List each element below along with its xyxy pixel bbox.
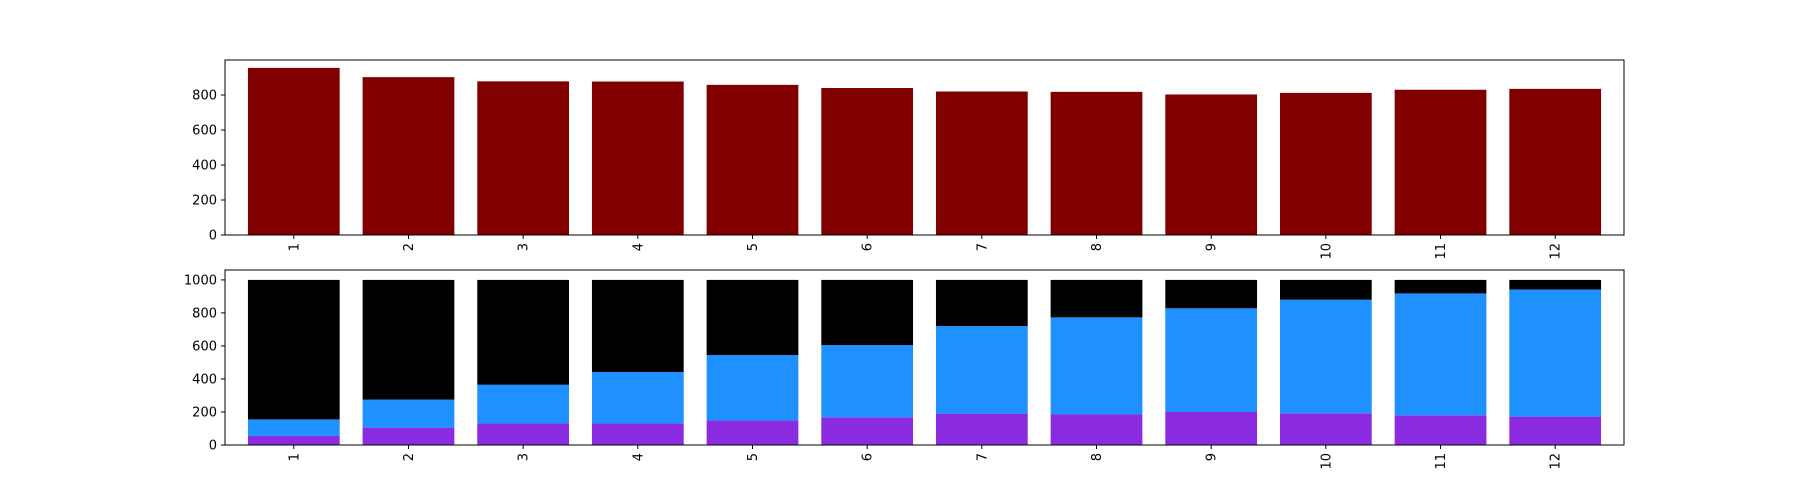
y-tick-label: 600 <box>192 339 217 354</box>
bar-segment-s2-8 <box>1050 279 1143 318</box>
x-tick-label: 6 <box>861 243 876 251</box>
bar-segment-s1-2 <box>362 399 455 428</box>
bar-segment-s0-1 <box>247 435 340 445</box>
x-tick-label: 3 <box>517 453 532 461</box>
x-tick-label: 2 <box>402 243 417 251</box>
x-tick-label: 10 <box>1319 453 1334 470</box>
x-tick-label: 4 <box>631 243 646 251</box>
x-tick-label: 8 <box>1090 243 1105 251</box>
bar-segment-s1-11 <box>1394 293 1487 416</box>
x-tick-label: 5 <box>746 453 761 461</box>
bar-7 <box>935 91 1028 235</box>
x-tick-label: 9 <box>1205 243 1220 251</box>
x-tick-label: 11 <box>1434 243 1449 260</box>
bar-segment-s0-11 <box>1394 415 1487 445</box>
bar-5 <box>706 84 799 235</box>
x-tick-label: 1 <box>287 243 302 251</box>
x-tick-label: 7 <box>975 243 990 251</box>
bar-segment-s0-9 <box>1165 411 1258 445</box>
bar-segment-s1-9 <box>1165 308 1258 412</box>
y-tick-label: 800 <box>192 306 217 321</box>
y-tick-label: 200 <box>192 405 217 420</box>
bar-9 <box>1165 94 1258 235</box>
x-tick-label: 1 <box>287 453 302 461</box>
bar-segment-s2-5 <box>706 279 799 356</box>
bar-segment-s1-12 <box>1509 289 1602 417</box>
bar-2 <box>362 77 455 236</box>
bar-segment-s0-2 <box>362 427 455 445</box>
bar-segment-s2-11 <box>1394 279 1487 294</box>
bar-segment-s2-1 <box>247 279 340 420</box>
x-tick-label: 12 <box>1549 243 1564 260</box>
bar-6 <box>821 88 914 235</box>
plot-frame <box>224 59 1625 236</box>
bar-segment-s0-8 <box>1050 414 1143 445</box>
bar-segment-s0-10 <box>1279 413 1372 445</box>
bar-segment-s1-5 <box>706 355 799 421</box>
bar-segment-s1-1 <box>247 419 340 436</box>
bar-segment-s2-12 <box>1509 279 1602 290</box>
x-tick-label: 10 <box>1319 243 1334 260</box>
y-tick-label: 600 <box>192 124 217 139</box>
bar-1 <box>247 67 340 235</box>
bar-8 <box>1050 91 1143 235</box>
x-tick-label: 3 <box>517 243 532 251</box>
x-tick-label: 2 <box>402 453 417 461</box>
bar-segment-s1-10 <box>1279 299 1372 414</box>
y-tick-label: 200 <box>192 194 217 209</box>
y-tick-label: 1000 <box>184 273 217 288</box>
bar-segment-s2-7 <box>935 279 1028 327</box>
y-tick-label: 400 <box>192 159 217 174</box>
x-tick-label: 8 <box>1090 453 1105 461</box>
bar-segment-s1-3 <box>477 384 570 424</box>
bar-segment-s0-6 <box>821 417 914 445</box>
y-tick-label: 0 <box>209 229 217 244</box>
bar-4 <box>591 81 684 236</box>
bar-segment-s0-5 <box>706 420 799 445</box>
plot-frame <box>224 269 1625 446</box>
bar-10 <box>1279 92 1372 236</box>
bar-segment-s0-12 <box>1509 416 1602 445</box>
x-tick-label: 12 <box>1549 453 1564 470</box>
x-tick-label: 9 <box>1205 453 1220 461</box>
bar-segment-s1-6 <box>821 345 914 418</box>
bar-3 <box>477 81 570 235</box>
x-tick-label: 11 <box>1434 453 1449 470</box>
bar-segment-s0-3 <box>477 423 570 445</box>
bar-segment-s2-10 <box>1279 279 1372 300</box>
bar-segment-s1-8 <box>1050 317 1143 415</box>
bar-segment-s2-4 <box>591 279 684 373</box>
bar-segment-s2-2 <box>362 279 455 400</box>
bar-segment-s0-4 <box>591 423 684 445</box>
bar-12 <box>1509 88 1602 235</box>
x-tick-label: 6 <box>861 453 876 461</box>
bar-segment-s2-6 <box>821 279 914 346</box>
bar-segment-s2-9 <box>1165 279 1258 309</box>
x-tick-label: 4 <box>631 453 646 461</box>
y-tick-label: 400 <box>192 372 217 387</box>
y-tick-label: 800 <box>192 89 217 104</box>
bar-segment-s1-7 <box>935 326 1028 414</box>
x-tick-label: 7 <box>975 453 990 461</box>
bar-segment-s1-4 <box>591 372 684 424</box>
bar-segment-s0-7 <box>935 413 1028 445</box>
bar-11 <box>1394 89 1487 235</box>
x-tick-label: 5 <box>746 243 761 251</box>
bar-segment-s2-3 <box>477 279 570 385</box>
y-tick-label: 0 <box>209 439 217 454</box>
